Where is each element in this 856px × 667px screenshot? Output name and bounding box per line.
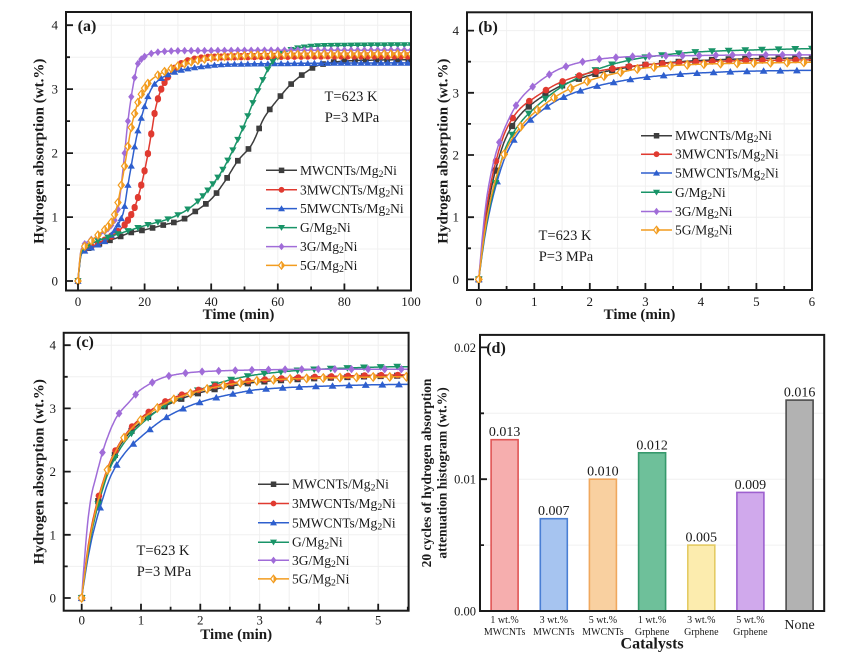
svg-text:100: 100 xyxy=(401,294,421,309)
svg-text:4: 4 xyxy=(50,338,57,353)
svg-text:3: 3 xyxy=(52,82,59,97)
svg-text:Hydrogen absorption (wt.%): Hydrogen absorption (wt.%) xyxy=(31,59,47,244)
svg-text:5G/Mg2Ni: 5G/Mg2Ni xyxy=(675,223,733,240)
svg-text:T=623 K: T=623 K xyxy=(539,228,592,244)
svg-text:0.007: 0.007 xyxy=(538,504,570,519)
svg-text:Grphene: Grphene xyxy=(733,627,768,638)
svg-text:2: 2 xyxy=(587,294,594,309)
svg-text:0.005: 0.005 xyxy=(686,531,718,546)
svg-text:(c): (c) xyxy=(76,334,94,351)
svg-text:P=3 MPa: P=3 MPa xyxy=(539,249,594,265)
svg-text:G/Mg2Ni: G/Mg2Ni xyxy=(675,185,726,202)
svg-text:Hydrogen absorption (wt.%): Hydrogen absorption (wt.%) xyxy=(436,59,452,244)
svg-text:1 wt.%: 1 wt.% xyxy=(638,615,666,626)
svg-text:6: 6 xyxy=(809,294,816,309)
svg-text:0.012: 0.012 xyxy=(636,438,668,453)
svg-text:0.01: 0.01 xyxy=(454,473,476,487)
svg-text:2: 2 xyxy=(453,148,460,163)
svg-text:Time (min): Time (min) xyxy=(604,307,676,323)
svg-text:MWCNTs: MWCNTs xyxy=(533,627,575,638)
svg-text:5MWCNTs/Mg2Ni: 5MWCNTs/Mg2Ni xyxy=(675,166,779,183)
svg-text:1: 1 xyxy=(52,210,59,225)
svg-text:0: 0 xyxy=(476,294,483,309)
svg-text:Grphene: Grphene xyxy=(684,627,719,638)
svg-text:Time (min): Time (min) xyxy=(200,627,272,643)
svg-text:3 wt.%: 3 wt.% xyxy=(687,615,715,626)
svg-text:4: 4 xyxy=(698,294,705,309)
svg-text:5: 5 xyxy=(375,613,382,628)
svg-text:(a): (a) xyxy=(78,18,97,35)
svg-text:40: 40 xyxy=(205,294,218,309)
svg-text:MWCNTs/Mg2Ni: MWCNTs/Mg2Ni xyxy=(675,128,772,145)
svg-text:5G/Mg2Ni: 5G/Mg2Ni xyxy=(292,571,350,588)
svg-text:20 cycles of hydrogen absorpti: 20 cycles of hydrogen absorption xyxy=(419,378,434,567)
svg-text:0.013: 0.013 xyxy=(489,425,521,440)
svg-text:2: 2 xyxy=(52,146,59,161)
svg-text:P=3 MPa: P=3 MPa xyxy=(325,110,380,126)
svg-text:3: 3 xyxy=(453,85,460,100)
svg-text:P=3 MPa: P=3 MPa xyxy=(137,564,192,580)
svg-text:MWCNTs: MWCNTs xyxy=(582,627,624,638)
svg-text:4: 4 xyxy=(316,613,323,628)
svg-text:Time (min): Time (min) xyxy=(203,307,275,323)
svg-text:3MWCNTs/Mg2Ni: 3MWCNTs/Mg2Ni xyxy=(300,182,404,199)
svg-text:0.010: 0.010 xyxy=(587,465,619,480)
svg-text:2: 2 xyxy=(50,464,57,479)
svg-text:3MWCNTs/Mg2Ni: 3MWCNTs/Mg2Ni xyxy=(675,147,779,164)
svg-text:3 wt.%: 3 wt.% xyxy=(540,615,568,626)
svg-text:MWCNTs: MWCNTs xyxy=(484,627,526,638)
svg-text:2: 2 xyxy=(197,613,204,628)
svg-text:0: 0 xyxy=(78,613,85,628)
svg-text:0: 0 xyxy=(50,591,57,606)
svg-text:Hydrogen absorption (wt.%): Hydrogen absorption (wt.%) xyxy=(32,379,48,564)
svg-text:3G/Mg2Ni: 3G/Mg2Ni xyxy=(675,204,733,221)
svg-text:attenuation histogram (wt.%): attenuation histogram (wt.%) xyxy=(434,387,449,558)
svg-text:80: 80 xyxy=(338,294,351,309)
svg-text:0.016: 0.016 xyxy=(784,386,816,401)
svg-text:(b): (b) xyxy=(478,19,498,36)
svg-text:0.00: 0.00 xyxy=(454,605,476,619)
svg-text:3: 3 xyxy=(642,294,649,309)
svg-text:0.009: 0.009 xyxy=(735,478,767,493)
svg-text:4: 4 xyxy=(453,23,460,38)
svg-text:0: 0 xyxy=(75,294,82,309)
svg-text:5MWCNTs/Mg2Ni: 5MWCNTs/Mg2Ni xyxy=(300,201,404,218)
svg-text:G/Mg2Ni: G/Mg2Ni xyxy=(300,220,351,237)
svg-text:1: 1 xyxy=(50,527,57,542)
svg-text:1: 1 xyxy=(453,210,460,225)
svg-text:1: 1 xyxy=(138,613,145,628)
svg-text:0: 0 xyxy=(52,274,59,289)
svg-text:MWCNTs/Mg2Ni: MWCNTs/Mg2Ni xyxy=(300,163,397,180)
svg-text:3: 3 xyxy=(50,401,57,416)
svg-text:60: 60 xyxy=(271,294,284,309)
svg-text:Catalysts: Catalysts xyxy=(621,636,684,653)
svg-text:5G/Mg2Ni: 5G/Mg2Ni xyxy=(300,258,358,275)
svg-text:0: 0 xyxy=(453,272,460,287)
svg-text:T=623 K: T=623 K xyxy=(137,543,190,559)
svg-text:3: 3 xyxy=(256,613,263,628)
svg-text:5MWCNTs/Mg2Ni: 5MWCNTs/Mg2Ni xyxy=(292,515,396,532)
svg-text:4: 4 xyxy=(52,18,59,33)
svg-text:G/Mg2Ni: G/Mg2Ni xyxy=(292,535,343,552)
svg-text:3MWCNTs/Mg2Ni: 3MWCNTs/Mg2Ni xyxy=(292,496,396,513)
svg-text:20: 20 xyxy=(138,294,151,309)
svg-text:None: None xyxy=(784,618,814,633)
svg-text:3G/Mg2Ni: 3G/Mg2Ni xyxy=(300,239,358,256)
svg-text:Grphene: Grphene xyxy=(635,627,670,638)
svg-text:3G/Mg2Ni: 3G/Mg2Ni xyxy=(292,553,350,570)
svg-text:0.02: 0.02 xyxy=(454,341,476,355)
svg-text:(d): (d) xyxy=(486,340,506,357)
svg-text:T=623 K: T=623 K xyxy=(325,89,378,105)
svg-text:MWCNTs/Mg2Ni: MWCNTs/Mg2Ni xyxy=(292,477,389,494)
svg-text:5 wt.%: 5 wt.% xyxy=(589,615,617,626)
svg-text:1: 1 xyxy=(531,294,538,309)
svg-text:5: 5 xyxy=(753,294,760,309)
svg-text:5 wt.%: 5 wt.% xyxy=(736,615,764,626)
svg-text:1 wt.%: 1 wt.% xyxy=(490,615,518,626)
